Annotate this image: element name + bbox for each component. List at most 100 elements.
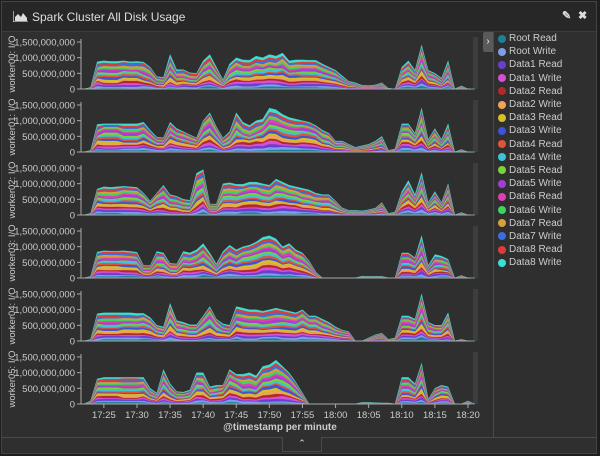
legend-label: Root Read: [509, 33, 557, 45]
legend-item[interactable]: Data6 Write: [494, 203, 598, 216]
x-axis-label: @timestamp per minute: [223, 422, 337, 433]
legend-label: Data6 Read: [509, 191, 563, 203]
legend-color-dot-icon: [498, 245, 506, 254]
legend-color-dot-icon: [498, 74, 506, 83]
legend-label: Data5 Read: [509, 164, 563, 176]
legend-color-dot-icon: [498, 34, 506, 43]
chart-scrollbar[interactable]: [473, 352, 478, 404]
legend-color-dot-icon: [498, 166, 506, 175]
worker-chart-2: 0 500,000,000 1,000,000,000 1,500,000,000wo…: [7, 161, 478, 222]
legend-color-dot-icon: [498, 179, 506, 188]
x-tick-label: 17:55: [291, 410, 315, 421]
y-tick-label: 0: [70, 85, 75, 96]
legend-color-dot-icon: [498, 126, 506, 135]
legend-item[interactable]: Data8 Read: [494, 243, 598, 256]
legend-item[interactable]: Data2 Read: [494, 85, 598, 98]
legend-label: Data5 Write: [509, 178, 562, 190]
legend-item[interactable]: Data7 Write: [494, 230, 598, 243]
y-tick-label: 1,500,000,000: [14, 38, 75, 49]
x-tick-label: 17:45: [224, 410, 248, 421]
legend-color-dot-icon: [498, 219, 506, 228]
worker-chart-0: 0 500,000,000 1,000,000,000 1,500,000,000wo…: [7, 35, 478, 96]
x-tick-label: 17:40: [191, 410, 215, 421]
chart-scrollbar[interactable]: [473, 163, 478, 215]
legend-toggle-button[interactable]: ›: [483, 32, 493, 52]
worker-chart-4: 0 500,000,000 1,000,000,000 1,500,000,000wo…: [7, 287, 478, 348]
x-tick-label: 18:10: [390, 410, 414, 421]
legend-item[interactable]: Data4 Read: [494, 138, 598, 151]
legend-label: Data2 Read: [509, 85, 563, 97]
chart-scrollbar[interactable]: [473, 289, 478, 341]
legend-item[interactable]: Root Write: [494, 45, 598, 58]
worker-chart-3: 0 500,000,000 1,000,000,000 1,500,000,000wo…: [7, 224, 478, 285]
legend-item[interactable]: Data5 Read: [494, 164, 598, 177]
spy-toggle-button[interactable]: ⌃: [282, 437, 322, 452]
legend-item[interactable]: Data6 Read: [494, 190, 598, 203]
y-tick-label: 1,500,000,000: [14, 353, 75, 364]
legend-item[interactable]: Data7 Read: [494, 217, 598, 230]
y-tick-label: 1,000,000,000: [14, 368, 75, 379]
legend-item[interactable]: Root Read: [494, 32, 598, 45]
chart-scrollbar[interactable]: [473, 37, 478, 89]
y-tick-label: 1,000,000,000: [14, 305, 75, 316]
y-tick-label: 1,000,000,000: [14, 53, 75, 64]
x-tick-label: 18:00: [324, 410, 348, 421]
legend-color-dot-icon: [498, 47, 506, 56]
y-tick-label: 0: [70, 274, 75, 285]
y-axis-label: worker01: I/O: [7, 98, 18, 156]
chart-scrollbar[interactable]: [473, 100, 478, 152]
y-tick-label: 1,500,000,000: [14, 227, 75, 238]
legend-color-dot-icon: [498, 140, 506, 149]
area-chart-icon: [13, 11, 28, 22]
y-tick-label: 500,000,000: [22, 258, 75, 269]
y-tick-label: 1,000,000,000: [14, 116, 75, 127]
legend-item[interactable]: Data5 Write: [494, 177, 598, 190]
y-axis-label: worker05: I/O: [7, 350, 18, 408]
y-tick-label: 1,000,000,000: [14, 179, 75, 190]
chart-scrollbar[interactable]: [473, 226, 478, 278]
area-series-data8-write: [83, 293, 475, 342]
y-tick-label: 0: [70, 400, 75, 411]
legend-item[interactable]: Data3 Write: [494, 124, 598, 137]
legend-item[interactable]: Data1 Write: [494, 72, 598, 85]
legend-label: Root Write: [509, 46, 557, 58]
legend-item[interactable]: Data1 Read: [494, 58, 598, 71]
worker-chart-5: 0 500,000,000 1,000,000,000 1,500,000,000wo…: [7, 350, 478, 411]
legend-item[interactable]: Data8 Write: [494, 256, 598, 269]
x-tick-label: 18:15: [423, 410, 447, 421]
close-icon[interactable]: ✖: [578, 10, 588, 22]
y-tick-label: 0: [70, 148, 75, 159]
legend-label: Data7 Read: [509, 217, 563, 229]
worker-chart-1: 0 500,000,000 1,000,000,000 1,500,000,000wo…: [7, 98, 478, 159]
y-tick-label: 1,000,000,000: [14, 242, 75, 253]
legend-color-dot-icon: [498, 87, 506, 96]
legend-label: Data4 Read: [509, 138, 563, 150]
x-tick-label: 18:20: [456, 410, 480, 421]
legend-color-dot-icon: [498, 100, 506, 109]
x-tick-label: 17:35: [158, 410, 182, 421]
x-tick-label: 17:30: [125, 410, 149, 421]
y-tick-label: 500,000,000: [22, 132, 75, 143]
y-tick-label: 1,500,000,000: [14, 101, 75, 112]
legend-item[interactable]: Data2 Write: [494, 98, 598, 111]
panel-header: Spark Cluster All Disk Usage ✎ ✖: [2, 2, 596, 32]
y-tick-label: 500,000,000: [22, 384, 75, 395]
y-axis-label: worker00: I/O: [7, 35, 18, 93]
y-tick-label: 0: [70, 211, 75, 222]
pencil-icon[interactable]: ✎: [562, 10, 572, 22]
y-axis-label: worker03: I/O: [7, 224, 18, 282]
legend-item[interactable]: Data4 Write: [494, 151, 598, 164]
y-tick-label: 500,000,000: [22, 321, 75, 332]
legend-label: Data3 Write: [509, 125, 562, 137]
panel-title: Spark Cluster All Disk Usage: [32, 10, 186, 24]
legend-color-dot-icon: [498, 258, 506, 267]
y-tick-label: 1,500,000,000: [14, 164, 75, 175]
legend-label: Data1 Write: [509, 72, 562, 84]
y-tick-label: 1,500,000,000: [14, 290, 75, 301]
legend-color-dot-icon: [498, 60, 506, 69]
x-tick-label: 17:25: [92, 410, 116, 421]
legend-label: Data2 Write: [509, 99, 562, 111]
legend-item[interactable]: Data3 Read: [494, 111, 598, 124]
legend-color-dot-icon: [498, 153, 506, 162]
